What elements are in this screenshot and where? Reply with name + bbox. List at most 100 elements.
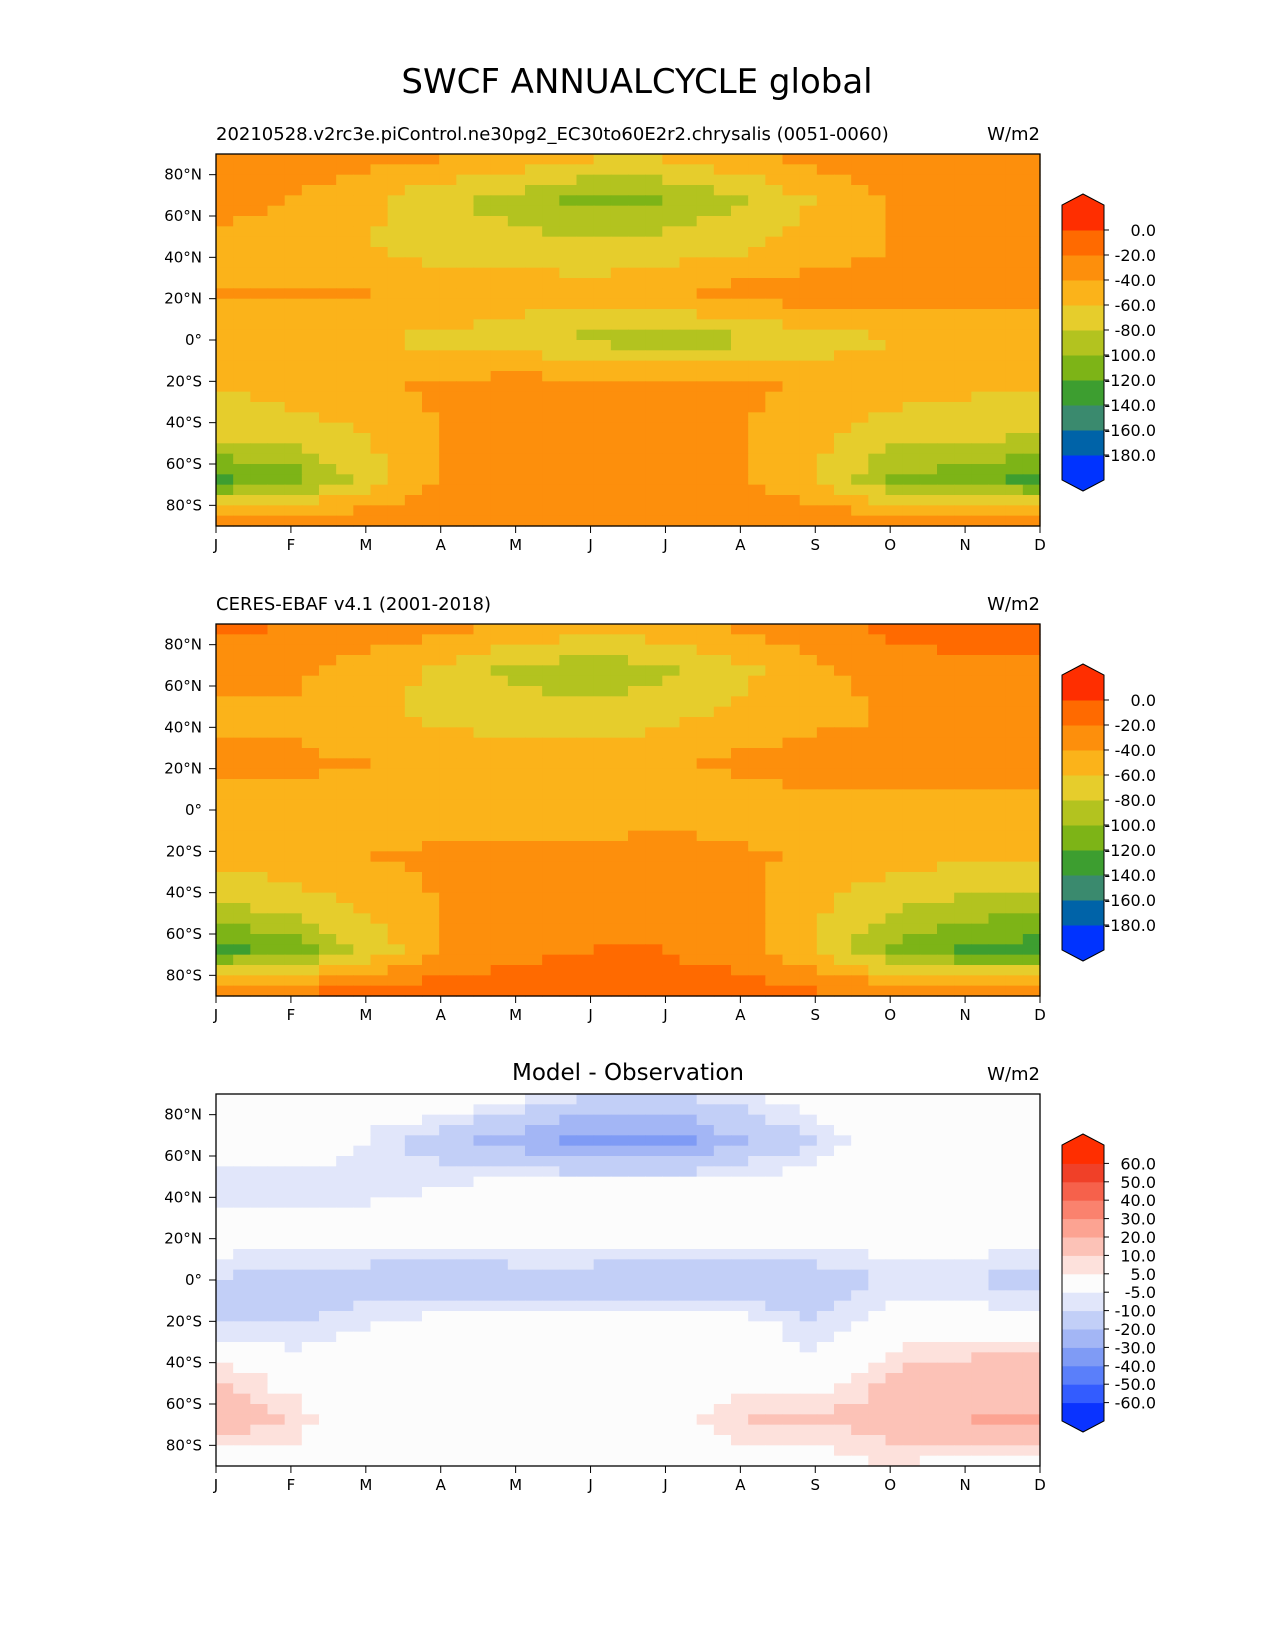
heatmap-cell [456,412,475,424]
heatmap-cell [250,1156,269,1167]
heatmap-cell [816,1187,835,1198]
heatmap-cell [937,737,955,749]
heatmap-cell [542,1362,560,1374]
heatmap-cell [1005,350,1024,362]
heatmap-cell [628,882,646,894]
heatmap-cell [834,278,852,289]
heatmap-cell [525,1290,543,1302]
heatmap-cell [336,164,354,176]
heatmap-cell [799,1176,818,1188]
heatmap-cell [816,154,835,165]
heatmap-cell [267,1331,286,1343]
heatmap-cell [576,453,595,465]
heatmap-cell [319,861,337,873]
heatmap-cell [971,319,990,331]
heatmap-cell [473,686,492,697]
heatmap-cell [593,903,612,914]
heatmap-cell [628,391,646,403]
heatmap-cell [662,892,681,904]
heatmap-cell [387,443,406,455]
heatmap-cell [490,1238,509,1250]
heatmap-cell [919,985,938,997]
heatmap-cell [645,758,663,770]
heatmap-cell [679,985,698,997]
heatmap-cell [954,247,972,258]
heatmap-cell [404,944,423,956]
y-tick-label: 80°S [166,496,202,514]
heatmap-cell [233,717,251,728]
heatmap-cell [919,1352,938,1364]
heatmap-cell [937,1290,955,1302]
heatmap-cell [971,154,990,165]
heatmap-cell [713,391,732,403]
heatmap-cell [868,443,887,455]
heatmap-cell [988,696,1007,708]
heatmap-cell [233,1156,251,1167]
heatmap-cell [662,484,681,496]
heatmap-cell [370,154,389,165]
heatmap-cell [1005,381,1024,393]
heatmap-cell [422,923,440,935]
colorbar-tick-label: -60.0 [1115,766,1156,785]
heatmap-cell [439,1342,457,1353]
heatmap-cell [490,1331,509,1343]
heatmap-cell [971,1300,990,1312]
heatmap-cell [319,226,337,238]
heatmap-cell [988,789,1007,801]
heatmap-cell [868,350,887,362]
heatmap-cell [713,495,732,506]
heatmap-cell [799,226,818,238]
heatmap-cell [353,1218,372,1229]
heatmap-cell [542,495,560,506]
heatmap-cell [834,1218,852,1229]
heatmap-cell [456,665,475,677]
heatmap-cell [1022,934,1041,945]
heatmap-cell [954,371,972,382]
heatmap-cell [662,288,681,300]
heatmap-cell [422,985,440,997]
heatmap-cell [851,644,869,656]
heatmap-cell [885,820,904,832]
heatmap-cell [748,717,766,728]
heatmap-cell [542,624,560,635]
heatmap-cell [284,1362,303,1374]
heatmap-cell [576,872,595,883]
heatmap-cell [679,675,698,687]
heatmap-cell [799,1300,818,1312]
heatmap-cell [473,675,492,687]
heatmap-cell [456,820,475,832]
heatmap-cell [765,1104,784,1116]
heatmap-cell [731,1114,749,1126]
x-tick-label: J [587,536,592,554]
heatmap-cell [216,965,234,976]
heatmap-cell [868,923,887,935]
heatmap-cell [731,340,749,351]
heatmap-cell [490,675,509,687]
heatmap-cell [456,1321,475,1333]
heatmap-cell [610,686,629,697]
heatmap-cell [473,1383,492,1395]
heatmap-cell [576,340,595,351]
heatmap-cell [645,706,663,718]
heatmap-cell [645,872,663,883]
colorbar-tick-label: -20.0 [1115,246,1156,265]
heatmap-cell [834,164,852,176]
heatmap-cell [319,923,337,935]
heatmap-cell [336,1238,354,1250]
heatmap-cell [610,1259,629,1271]
heatmap-cell [748,433,766,444]
heatmap-cell [267,696,286,708]
heatmap-cell [422,1259,440,1271]
heatmap-cell [834,758,852,770]
heatmap-cell [937,164,955,176]
heatmap-cell [988,727,1007,739]
heatmap-cell [662,727,681,739]
heatmap-cell [731,779,749,790]
heatmap-cell [628,350,646,362]
heatmap-cell [902,644,921,656]
heatmap-cell [645,675,663,687]
heatmap-cell [816,412,835,424]
heatmap-cell [507,634,526,646]
heatmap-cell [937,1156,955,1167]
heatmap-cell [250,329,269,341]
